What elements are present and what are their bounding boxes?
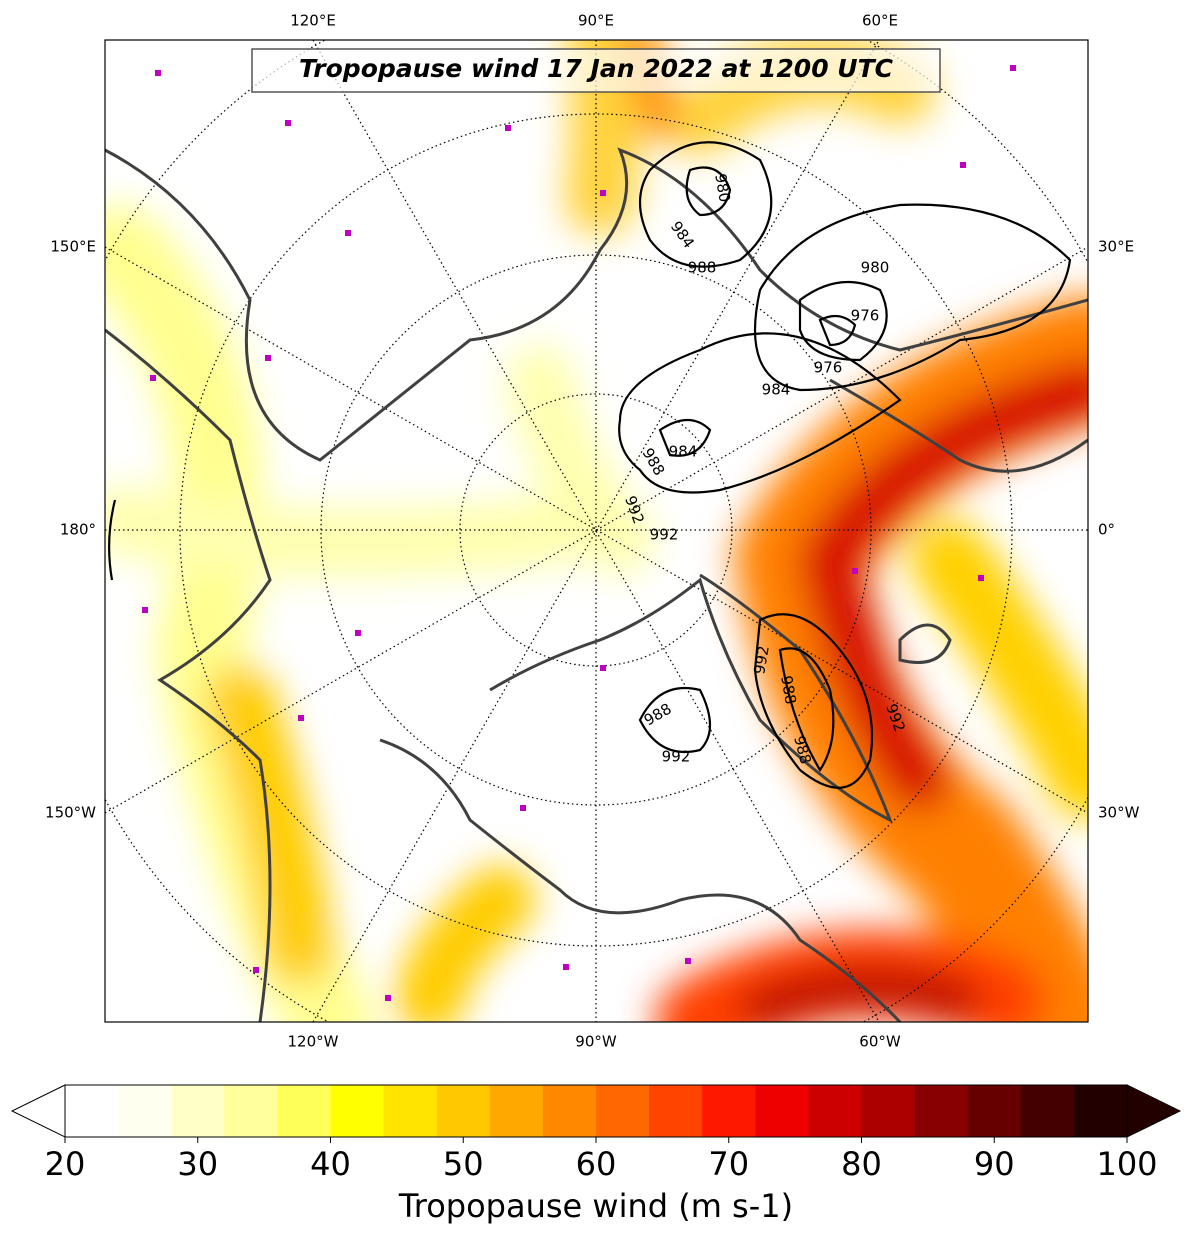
colorbar-tick-label: 60: [576, 1145, 617, 1183]
map-frame: [104, 39, 1089, 1023]
colorbar-segment: [224, 1085, 278, 1137]
contour-label: 992: [750, 644, 773, 675]
contour-label: 984: [762, 381, 791, 399]
colorbar-tick-label: 30: [177, 1145, 218, 1183]
colorbar-segment: [489, 1085, 544, 1137]
colorbar-tick-label: 90: [974, 1145, 1015, 1183]
colorbar-segment: [118, 1085, 172, 1137]
map: 980 984 988 980 976 976 984 984 988 992 …: [105, 40, 1088, 1022]
colorbar-segment: [808, 1085, 863, 1137]
colorbar-segment: [649, 1085, 703, 1137]
lon-label: 60°E: [862, 12, 898, 30]
colorbar-segment: [277, 1085, 332, 1137]
colorbar-tick-label: 70: [708, 1145, 749, 1183]
station-markers: [142, 65, 1016, 1001]
colorbar-segment: [1020, 1085, 1075, 1137]
colorbar-segment: [65, 1085, 119, 1137]
colorbar-tick-label: 50: [443, 1145, 484, 1183]
colorbar-segment: [1073, 1085, 1128, 1137]
lon-label: 60°W: [859, 1033, 901, 1051]
wind-field: [105, 40, 1088, 1022]
colorbar-label: Tropopause wind (m s-1): [398, 1187, 793, 1225]
colorbar-extend-low: [10, 1084, 66, 1138]
colorbar: 20 30 40 50 60 70 80 90 100: [10, 1084, 1182, 1183]
lon-label: 90°W: [575, 1033, 617, 1051]
colorbar-segment: [596, 1085, 650, 1137]
graticule: [105, 40, 1088, 1022]
colorbar-segment: [755, 1085, 809, 1137]
lon-label: 120°E: [290, 12, 336, 30]
contour-label: 988: [688, 259, 717, 277]
colorbar-segment: [702, 1085, 756, 1137]
contour-label: 988: [777, 674, 800, 705]
contour-label: 980: [711, 172, 734, 203]
pressure-contours: [108, 141, 1072, 789]
colorbar-tick-label: 20: [45, 1145, 86, 1183]
colorbar-segment: [436, 1085, 491, 1137]
lon-label: 150°E: [50, 238, 96, 256]
contour-label: 992: [650, 526, 679, 544]
colorbar-segment: [861, 1085, 916, 1137]
contour-labels: 980 984 988 980 976 976 984 984 988 992 …: [621, 172, 909, 766]
colorbar-segment: [967, 1085, 1022, 1137]
contour-label: 992: [662, 748, 691, 766]
colorbar-segment: [914, 1085, 969, 1137]
lon-label: 180°: [60, 521, 96, 539]
longitude-labels: 120°E 90°E 60°E 150°E 180° 150°W 30°E 0°…: [45, 12, 1140, 1051]
lon-label: 120°W: [288, 1033, 339, 1051]
lon-label: 30°E: [1098, 238, 1134, 256]
lon-label: 30°W: [1098, 804, 1140, 822]
colorbar-tick-label: 40: [310, 1145, 351, 1183]
title-box: [251, 48, 941, 93]
colorbar-tick-label: 100: [1096, 1145, 1157, 1183]
colorbar-segment: [330, 1085, 385, 1137]
lon-label: 150°W: [45, 804, 96, 822]
colorbar-extend-high: [1126, 1084, 1182, 1138]
colorbar-tick-label: 80: [841, 1145, 882, 1183]
contour-label: 976: [814, 359, 843, 377]
lon-label: 90°E: [578, 12, 614, 30]
lon-label: 0°: [1098, 521, 1115, 539]
contour-label: 980: [861, 259, 890, 277]
map-title: Tropopause wind 17 Jan 2022 at 1200 UTC: [299, 54, 894, 83]
colorbar-segment: [171, 1085, 225, 1137]
colorbar-segment: [383, 1085, 438, 1137]
colorbar-segment: [542, 1085, 597, 1137]
contour-label: 984: [669, 443, 698, 461]
contour-label: 976: [851, 307, 880, 325]
